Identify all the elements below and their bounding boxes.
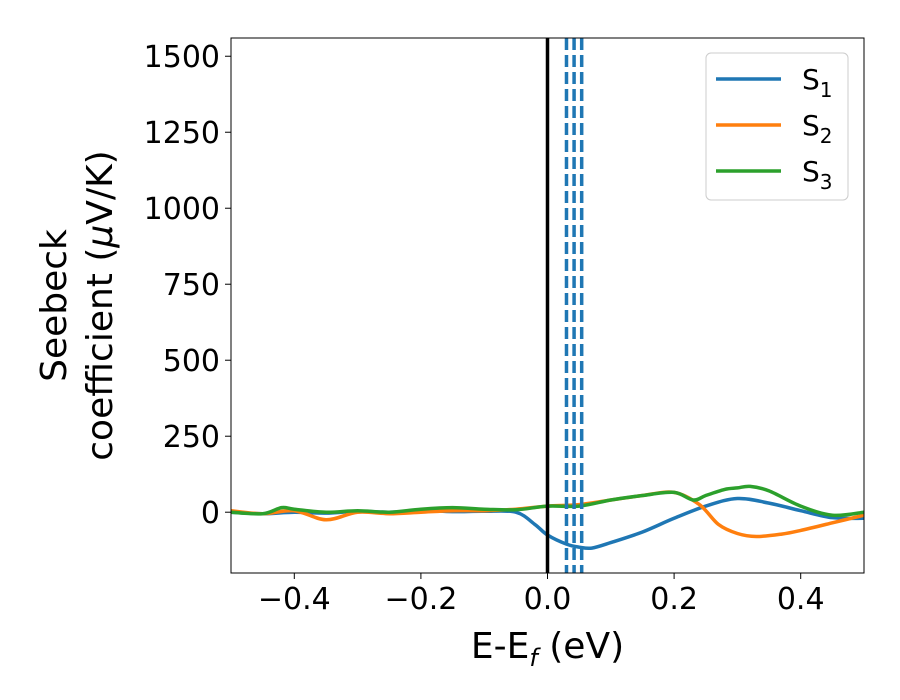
legend-label-2: S2 (802, 109, 833, 148)
y-tick-label: 750 (163, 268, 220, 303)
legend: S1 S2 S3 (705, 52, 849, 201)
y-axis-label-mu: μ (80, 225, 121, 249)
y-axis: 0 250 500 750 1000 1250 1500 (144, 40, 231, 531)
y-tick-label: 1000 (144, 192, 220, 227)
plot-area (231, 38, 864, 573)
series-line-3 (231, 484, 864, 518)
y-axis-label-prefix: coefficient ( (80, 248, 121, 461)
x-axis-label: E-Ef (eV) (471, 626, 624, 672)
x-tick-label: −0.4 (258, 582, 331, 617)
x-tick-label: 0.0 (524, 582, 572, 617)
y-axis-label-line1: Seebeck (34, 229, 75, 382)
legend-label-3: S3 (802, 155, 833, 194)
y-tick-label: 500 (163, 344, 220, 379)
x-tick-label: −0.2 (384, 582, 457, 617)
y-tick-label: 1500 (144, 40, 220, 75)
y-tick-label: 0 (201, 496, 220, 531)
x-axis-label-main: E-E (471, 626, 529, 667)
y-tick-label: 250 (163, 420, 220, 455)
x-axis: −0.4 −0.2 0.0 0.2 0.4 (258, 573, 825, 617)
y-tick-label: 1250 (144, 116, 220, 151)
x-tick-label: 0.2 (650, 582, 698, 617)
x-axis-label-suffix: (eV) (538, 626, 624, 667)
legend-label-1: S1 (802, 63, 833, 102)
y-axis-label-line2: coefficient (μV/K) (80, 150, 121, 460)
x-tick-label: 0.4 (777, 582, 825, 617)
y-axis-label-suffix: V/K) (80, 150, 121, 224)
